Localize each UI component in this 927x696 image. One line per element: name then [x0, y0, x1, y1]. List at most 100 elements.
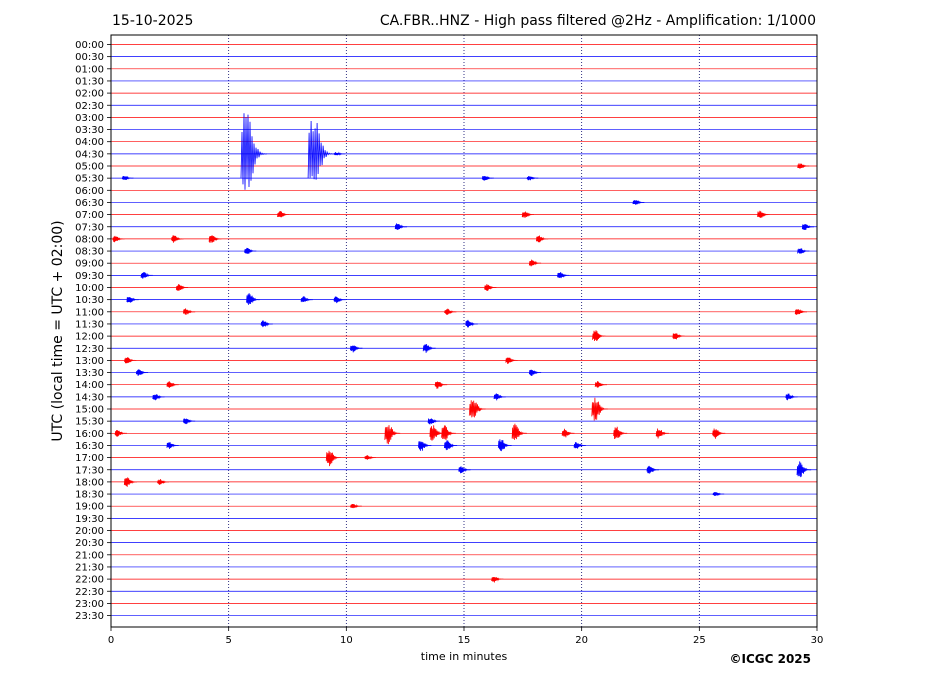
y-tick-label: 17:30 [75, 465, 104, 476]
x-tick-label: 25 [693, 635, 706, 646]
event-1430-1.9 [152, 393, 165, 401]
event-1030-9.6 [333, 296, 346, 304]
event-1330-17.9 [528, 369, 542, 376]
y-tick-label: 03:00 [75, 113, 104, 124]
y-tick-label: 22:00 [75, 575, 104, 586]
event-0500-29.3 [797, 163, 810, 169]
y-tick-label: 14:00 [75, 380, 104, 391]
y-tick-label: 07:30 [75, 222, 104, 233]
event-1600-19.3 [561, 428, 575, 438]
y-tick-label: 08:00 [75, 234, 104, 245]
y-tick-label: 23:30 [75, 611, 104, 622]
y-tick-label: 09:00 [75, 259, 104, 270]
y-tick-label: 17:00 [75, 453, 104, 464]
event-1000-2.9 [175, 284, 189, 291]
header-date: 15-10-2025 [112, 13, 193, 29]
event-0530-17.8 [526, 176, 539, 181]
event-1100-3.2 [183, 308, 196, 315]
event-0430-5.8 [240, 113, 268, 190]
event-1630-2.5 [166, 442, 179, 450]
x-tick-label: 20 [575, 635, 588, 646]
vertical-gridlines [228, 35, 700, 627]
event-0730-29.5 [801, 224, 815, 230]
event-1200-20.6 [592, 330, 606, 342]
event-1200-24 [672, 333, 685, 340]
y-tick-label: 20:00 [75, 526, 104, 537]
x-tick-label: 30 [811, 635, 824, 646]
y-tick-label: 21:30 [75, 562, 104, 573]
y-tick-label: 22:30 [75, 587, 104, 598]
event-1230-13.4 [422, 343, 436, 353]
y-tick-label: 23:00 [75, 599, 104, 610]
y-tick-label: 02:30 [75, 101, 104, 112]
event-1630-13.2 [418, 441, 432, 451]
y-tick-label: 10:30 [75, 295, 104, 306]
y-tick-label: 01:00 [75, 64, 104, 75]
copyright-text: ©ICGC 2025 [729, 652, 811, 666]
event-0800-0.2 [112, 235, 125, 243]
x-tick-label: 10 [340, 635, 353, 646]
y-tick-label: 16:00 [75, 429, 104, 440]
y-tick-label: 11:00 [75, 307, 104, 318]
event-0900-17.9 [528, 259, 542, 267]
event-0730-12.2 [394, 223, 408, 230]
y-tick-label: 15:30 [75, 417, 104, 428]
event-1100-29.2 [794, 309, 807, 315]
y-tick-label: 05:30 [75, 174, 104, 185]
event-0430-9.6 [333, 151, 346, 156]
event-1900-10.3 [350, 503, 362, 509]
event-2200-16.3 [491, 576, 504, 583]
y-tick-label: 20:30 [75, 538, 104, 549]
event-1730-29.3 [796, 461, 812, 478]
event-1630-14.3 [444, 440, 458, 451]
event-0700-27.6 [757, 210, 770, 218]
chart-title: CA.FBR..HNZ - High pass filtered @2Hz - … [380, 13, 816, 29]
event-0930-19.1 [557, 271, 570, 279]
event-1700-9.3 [325, 450, 341, 467]
y-tick-label: 05:00 [75, 162, 104, 173]
event-0530-0.6 [121, 175, 134, 181]
y-tick-label: 15:00 [75, 405, 104, 416]
event-1400-2.5 [166, 381, 179, 388]
event-1030-8.2 [300, 296, 313, 303]
event-0930-1.4 [140, 272, 153, 279]
y-tick-label: 12:00 [75, 332, 104, 343]
event-1300-16.9 [505, 357, 518, 364]
event-1600-11.8 [384, 425, 401, 445]
y-tick-label: 18:00 [75, 477, 104, 488]
y-tick-label: 00:00 [75, 40, 104, 51]
event-1630-19.8 [573, 442, 586, 449]
event-0800-4.3 [208, 235, 222, 244]
y-tick-label: 18:30 [75, 490, 104, 501]
y-tick-label: 03:30 [75, 125, 104, 136]
y-tick-label: 01:30 [75, 76, 104, 87]
x-axis-ticks: 0 5 10 15 20 25 30 [108, 627, 824, 646]
event-1300-0.7 [124, 357, 137, 364]
y-tick-label: 06:30 [75, 198, 104, 209]
event-1600-21.5 [613, 426, 628, 440]
plot-frame [110, 34, 818, 628]
x-tick-label: 0 [108, 635, 114, 646]
y-tick-label: 06:00 [75, 186, 104, 197]
y-tick-label: 02:00 [75, 89, 104, 100]
y-tick-label: 08:30 [75, 247, 104, 258]
event-1530-3.2 [183, 418, 196, 425]
event-1600-17.2 [511, 423, 527, 440]
y-tick-label: 13:00 [75, 356, 104, 367]
y-tick-label: 16:30 [75, 441, 104, 452]
event-1600-25.7 [712, 428, 726, 439]
event-1800-2.1 [157, 479, 169, 485]
y-tick-label: 14:30 [75, 392, 104, 403]
y-tick-label: 04:30 [75, 149, 104, 160]
event-1600-14.2 [441, 425, 456, 441]
event-1400-13.9 [434, 381, 448, 389]
y-tick-label: 04:00 [75, 137, 104, 148]
y-tick-label: 13:30 [75, 368, 104, 379]
event-1400-20.7 [594, 381, 607, 388]
event-0530-15.9 [481, 176, 494, 181]
event-0700-17.6 [521, 211, 534, 219]
y-tick-label: 19:30 [75, 514, 104, 525]
event-1230-10.3 [350, 345, 363, 353]
